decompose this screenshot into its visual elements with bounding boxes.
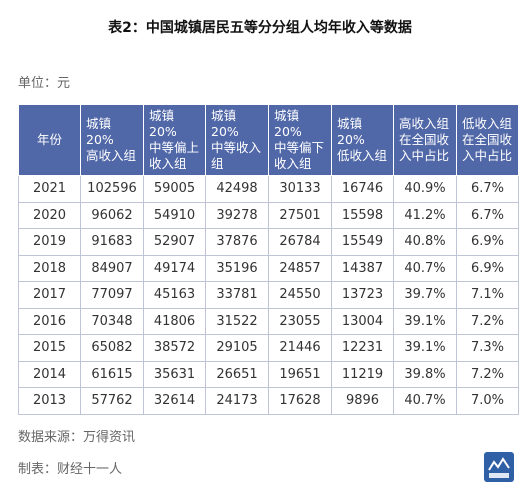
value-cell: 40.8% bbox=[393, 228, 457, 256]
value-cell: 41.2% bbox=[393, 201, 457, 229]
value-cell: 61615 bbox=[80, 360, 144, 388]
table-row: 2015 65082 38572 29105 21446 12231 39.1% 7.3% bbox=[18, 334, 519, 362]
value-cell: 40.9% bbox=[393, 175, 457, 203]
value-cell: 6.7% bbox=[456, 175, 519, 203]
value-cell: 39.7% bbox=[393, 281, 457, 309]
value-cell: 84907 bbox=[80, 254, 144, 282]
table-row: 2016 70348 41806 31522 23055 13004 39.1% 7.2% bbox=[18, 307, 519, 335]
value-cell: 91683 bbox=[80, 228, 144, 256]
value-cell: 40.7% bbox=[393, 254, 457, 282]
value-cell: 39278 bbox=[205, 201, 269, 229]
year-cell: 2013 bbox=[18, 387, 81, 415]
value-cell: 6.7% bbox=[456, 201, 519, 229]
value-cell: 52907 bbox=[143, 228, 206, 256]
data-source: 数据来源：万得资讯 bbox=[18, 430, 136, 445]
table-maker: 制表：财经十一人 bbox=[18, 462, 123, 477]
value-cell: 33781 bbox=[205, 281, 269, 309]
value-cell: 23055 bbox=[268, 307, 332, 335]
header-upper-middle-income: 城镇20% 中等偏上 收入组 bbox=[143, 104, 206, 176]
value-cell: 13723 bbox=[331, 281, 394, 309]
year-cell: 2016 bbox=[18, 307, 81, 335]
value-cell: 96062 bbox=[80, 201, 144, 229]
value-cell: 39.1% bbox=[393, 307, 457, 335]
value-cell: 45163 bbox=[143, 281, 206, 309]
value-cell: 65082 bbox=[80, 334, 144, 362]
value-cell: 7.3% bbox=[456, 334, 519, 362]
value-cell: 24857 bbox=[268, 254, 332, 282]
value-cell: 11219 bbox=[331, 360, 394, 388]
table-row: 2017 77097 45163 33781 24550 13723 39.7% 7.1% bbox=[18, 281, 519, 309]
income-table: 年份 城镇20% 高收入组 城镇20% 中等偏上 收入组 城镇20% 中等收入 … bbox=[18, 104, 519, 415]
table-row: 2014 61615 35631 26651 19651 11219 39.8% 7.2% bbox=[18, 360, 519, 388]
value-cell: 57762 bbox=[80, 387, 144, 415]
year-cell: 2021 bbox=[18, 175, 81, 203]
value-cell: 35196 bbox=[205, 254, 269, 282]
header-middle-income: 城镇20% 中等收入 组 bbox=[205, 104, 269, 176]
year-cell: 2018 bbox=[18, 254, 81, 282]
header-lower-middle-income: 城镇20% 中等偏下 收入组 bbox=[268, 104, 332, 176]
value-cell: 17628 bbox=[268, 387, 332, 415]
value-cell: 7.2% bbox=[456, 307, 519, 335]
value-cell: 15549 bbox=[331, 228, 394, 256]
value-cell: 70348 bbox=[80, 307, 144, 335]
value-cell: 102596 bbox=[80, 175, 144, 203]
value-cell: 39.8% bbox=[393, 360, 457, 388]
value-cell: 27501 bbox=[268, 201, 332, 229]
value-cell: 6.9% bbox=[456, 228, 519, 256]
value-cell: 49174 bbox=[143, 254, 206, 282]
caijing-logo-icon bbox=[484, 452, 514, 482]
table-row: 2019 91683 52907 37876 26784 15549 40.8% 6.9% bbox=[18, 228, 519, 256]
value-cell: 12231 bbox=[331, 334, 394, 362]
year-cell: 2015 bbox=[18, 334, 81, 362]
value-cell: 9896 bbox=[331, 387, 394, 415]
year-cell: 2014 bbox=[18, 360, 81, 388]
value-cell: 39.1% bbox=[393, 334, 457, 362]
value-cell: 19651 bbox=[268, 360, 332, 388]
value-cell: 7.0% bbox=[456, 387, 519, 415]
header-year: 年份 bbox=[18, 104, 81, 176]
value-cell: 41806 bbox=[143, 307, 206, 335]
value-cell: 38572 bbox=[143, 334, 206, 362]
table-row: 2013 57762 32614 24173 17628 9896 40.7% 7.0% bbox=[18, 387, 519, 415]
value-cell: 31522 bbox=[205, 307, 269, 335]
value-cell: 24550 bbox=[268, 281, 332, 309]
value-cell: 7.2% bbox=[456, 360, 519, 388]
year-cell: 2020 bbox=[18, 201, 81, 229]
value-cell: 24173 bbox=[205, 387, 269, 415]
table-title: 表2：中国城镇居民五等分分组人均年收入等数据 bbox=[108, 20, 412, 36]
table-row: 2018 84907 49174 35196 24857 14387 40.7% 6.9% bbox=[18, 254, 519, 282]
value-cell: 16746 bbox=[331, 175, 394, 203]
table-body: 2021 102596 59005 42498 30133 16746 40.9% 6.7% 2… bbox=[18, 175, 519, 415]
value-cell: 30133 bbox=[268, 175, 332, 203]
table-row: 2021 102596 59005 42498 30133 16746 40.9% 6.7% bbox=[18, 175, 519, 203]
table-row: 2020 96062 54910 39278 27501 15598 41.2% 6.7% bbox=[18, 201, 519, 229]
value-cell: 32614 bbox=[143, 387, 206, 415]
value-cell: 15598 bbox=[331, 201, 394, 229]
value-cell: 40.7% bbox=[393, 387, 457, 415]
value-cell: 6.9% bbox=[456, 254, 519, 282]
value-cell: 42498 bbox=[205, 175, 269, 203]
header-low-income: 城镇20% 低收入组 bbox=[331, 104, 394, 176]
header-high-income: 城镇20% 高收入组 bbox=[80, 104, 144, 176]
value-cell: 26651 bbox=[205, 360, 269, 388]
value-cell: 77097 bbox=[80, 281, 144, 309]
value-cell: 54910 bbox=[143, 201, 206, 229]
value-cell: 37876 bbox=[205, 228, 269, 256]
value-cell: 21446 bbox=[268, 334, 332, 362]
value-cell: 14387 bbox=[331, 254, 394, 282]
value-cell: 13004 bbox=[331, 307, 394, 335]
header-low-income-share: 低收入组 在全国收 入中占比 bbox=[456, 104, 519, 176]
year-cell: 2017 bbox=[18, 281, 81, 309]
value-cell: 35631 bbox=[143, 360, 206, 388]
unit-label: 单位：元 bbox=[18, 76, 71, 91]
value-cell: 29105 bbox=[205, 334, 269, 362]
value-cell: 7.1% bbox=[456, 281, 519, 309]
table-header-row: 年份 城镇20% 高收入组 城镇20% 中等偏上 收入组 城镇20% 中等收入 … bbox=[18, 104, 519, 176]
year-cell: 2019 bbox=[18, 228, 81, 256]
value-cell: 59005 bbox=[143, 175, 206, 203]
header-high-income-share: 高收入组 在全国收 入中占比 bbox=[393, 104, 457, 176]
value-cell: 26784 bbox=[268, 228, 332, 256]
